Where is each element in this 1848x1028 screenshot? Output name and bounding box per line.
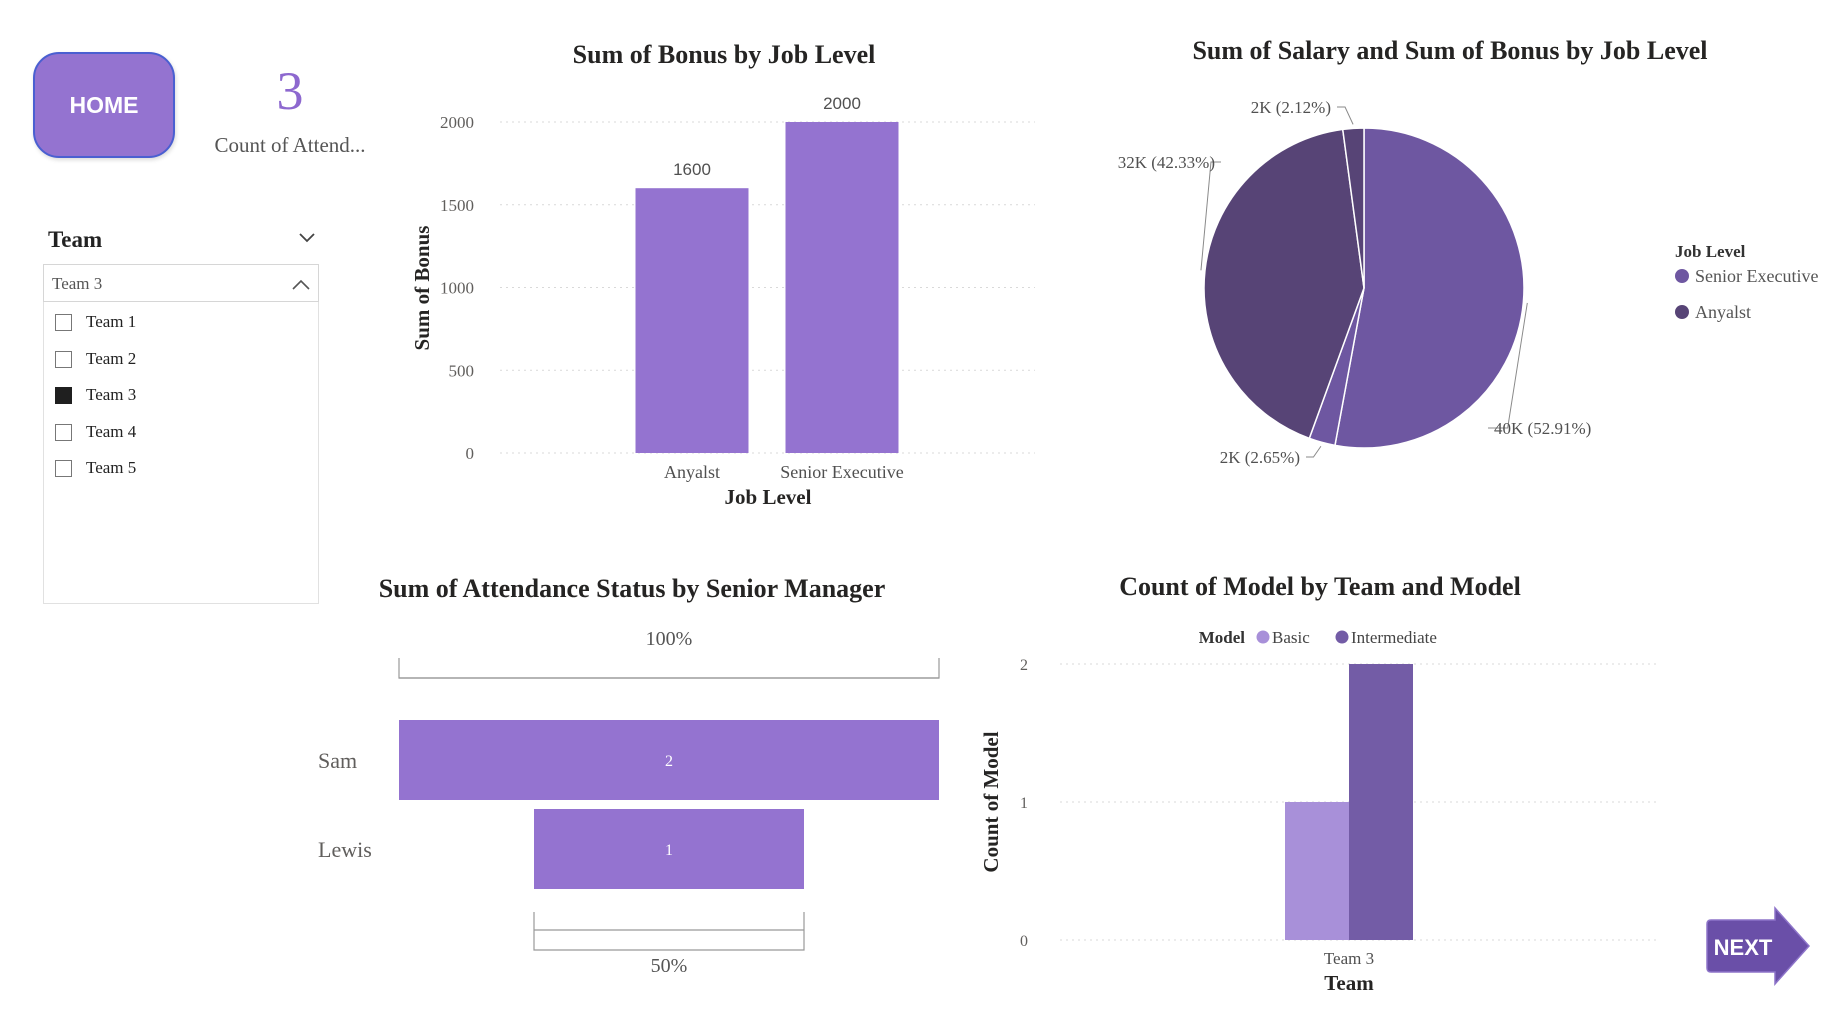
y-tick-label: 500: [449, 361, 475, 380]
legend-item: Basic: [1272, 628, 1310, 647]
chart-title-bonus: Sum of Bonus by Job Level: [572, 40, 876, 69]
funnel-bar: [399, 720, 939, 800]
home-button[interactable]: HOME: [33, 52, 175, 158]
bar: [785, 122, 899, 453]
slicer-title: Team: [48, 227, 103, 252]
y-tick-label: 2: [1020, 657, 1028, 674]
y-tick-label: 2000: [440, 113, 474, 132]
funnel-bar: [534, 809, 804, 889]
pie-slice: [1334, 127, 1525, 449]
pie-slice: [1203, 128, 1365, 440]
bonus-bar-chart: 0 500 1000 1500 2000 1600 Anyalst 2000 Senior Ex…: [410, 94, 1035, 509]
funnel-category: Sam: [318, 748, 357, 773]
y-axis-title: Sum of Bonus: [410, 226, 434, 351]
slicer-option-team-4[interactable]: Team 4: [55, 418, 136, 446]
legend-item: Senior Executive: [1695, 266, 1818, 286]
x-axis-title: Team: [1324, 971, 1374, 995]
legend-marker: [1256, 630, 1270, 644]
checkbox[interactable]: [55, 313, 72, 331]
kpi-value: 3: [276, 61, 304, 121]
kpi-label: Count of Attend...: [214, 133, 366, 157]
funnel-bottom-percent: 50%: [651, 955, 688, 977]
funnel-bracket-bottom: [533, 912, 805, 951]
slicer-option-label: Team 2: [86, 349, 137, 368]
pie-slice: [1341, 127, 1365, 289]
slicer-option-team-1[interactable]: Team 1: [55, 308, 136, 336]
next-button[interactable]: NEXT: [1705, 906, 1813, 986]
model-bar-chart: 0 1 2 Model Basic Intermediate Team 3 Team Count…: [979, 628, 1658, 995]
slice-label: 40K (52.91%): [1494, 419, 1591, 438]
slice-label: 2K (2.12%): [1251, 98, 1331, 117]
y-tick-label: 1000: [440, 279, 474, 298]
x-tick-label: Senior Executive: [780, 462, 903, 482]
legend-title: Job Level: [1675, 242, 1746, 261]
y-tick-label: 1: [1020, 795, 1028, 812]
arrow-right-icon: [1706, 906, 1811, 986]
slice-label: 32K (42.33%): [1118, 153, 1215, 172]
legend-item: Anyalst: [1695, 302, 1751, 322]
checkbox[interactable]: [55, 350, 72, 368]
bar: [635, 188, 749, 453]
chevron-up-icon[interactable]: [290, 277, 312, 291]
funnel-data-label: 2: [665, 753, 673, 770]
y-tick-label: 0: [1020, 933, 1028, 950]
legend-marker: [1675, 269, 1689, 283]
y-tick-label: 1500: [440, 196, 474, 215]
bar: [1349, 664, 1413, 940]
legend-marker: [1675, 305, 1689, 319]
salary-bonus-pie-chart: 40K (52.91%) 2K (2.65%) 32K (42.33%) 2K (2.…: [1118, 98, 1819, 467]
attendance-funnel-chart: 100% 2 Sam 1 Lewis 50%: [318, 628, 940, 977]
leader-line: [1200, 161, 1221, 271]
data-label: 2000: [823, 94, 861, 113]
x-tick-label: Team 3: [1324, 949, 1374, 968]
slicer-option-label: Team 4: [86, 422, 137, 441]
slicer-option-label: Team 5: [86, 458, 137, 477]
legend-marker: [1335, 630, 1349, 644]
y-tick-label: 0: [466, 444, 475, 463]
slicer-option-team-2[interactable]: Team 2: [55, 345, 136, 373]
checkbox-checked[interactable]: [55, 386, 72, 404]
chevron-down-icon[interactable]: [296, 226, 318, 248]
funnel-bracket-top: [398, 658, 940, 679]
slicer-selected-field[interactable]: [43, 264, 319, 302]
checkbox[interactable]: [55, 423, 72, 441]
slice-label: 2K (2.65%): [1220, 448, 1300, 467]
chart-title-attendance: Sum of Attendance Status by Senior Manag…: [378, 574, 886, 603]
chart-title-model: Count of Model by Team and Model: [1119, 572, 1521, 601]
leader-line: [1306, 445, 1322, 458]
data-label: 1600: [673, 160, 711, 179]
next-label: NEXT: [1714, 935, 1773, 960]
bar: [1285, 802, 1349, 940]
funnel-category: Lewis: [318, 837, 372, 862]
slicer-option-label: Team 3: [86, 385, 137, 404]
funnel-top-percent: 100%: [646, 628, 693, 650]
checkbox[interactable]: [55, 459, 72, 477]
y-axis-title: Count of Model: [979, 731, 1003, 872]
x-axis-title: Job Level: [725, 485, 812, 509]
leader-line: [1488, 302, 1528, 429]
legend-item: Intermediate: [1351, 628, 1437, 647]
funnel-data-label: 1: [665, 842, 673, 859]
leader-line: [1337, 106, 1354, 125]
slicer-option-team-3[interactable]: Team 3: [55, 381, 136, 409]
chart-title-salary-bonus: Sum of Salary and Sum of Bonus by Job Le…: [1192, 36, 1708, 65]
legend-title: Model: [1199, 628, 1246, 647]
x-tick-label: Anyalst: [664, 462, 720, 482]
slicer-selected-value: Team 3: [52, 274, 103, 293]
slicer-option-label: Team 1: [86, 312, 137, 331]
slicer-option-team-5[interactable]: Team 5: [55, 454, 136, 482]
